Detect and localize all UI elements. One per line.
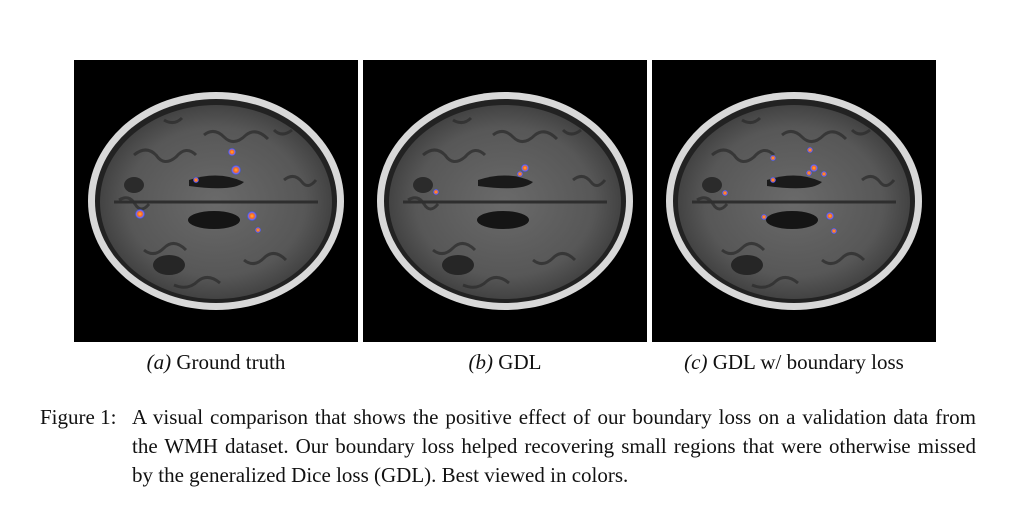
panel-ground-truth-image <box>74 60 358 342</box>
subcaption-label: (c) <box>684 350 708 374</box>
figure-label: Figure 1: <box>40 405 117 429</box>
subcaption-title: GDL <box>498 350 542 374</box>
subcaption-label: (a) <box>146 350 172 374</box>
subcaption-a: (a) Ground truth <box>74 350 358 375</box>
lesion-markers <box>135 148 261 233</box>
figure-caption-text: A visual comparison that shows the posit… <box>132 405 976 487</box>
subcaption-label: (b) <box>468 350 494 374</box>
subcaption-title: GDL w/ boundary loss <box>712 350 904 374</box>
subcaption-c: (c) GDL w/ boundary loss <box>652 350 936 375</box>
panel-gdl-image <box>363 60 647 342</box>
subcaption-title: Ground truth <box>176 350 286 374</box>
subcaption-b: (b) GDL <box>363 350 647 375</box>
lesion-markers <box>433 164 529 195</box>
panel-gdl-boundary-image <box>652 60 936 342</box>
lesion-markers <box>722 147 837 234</box>
